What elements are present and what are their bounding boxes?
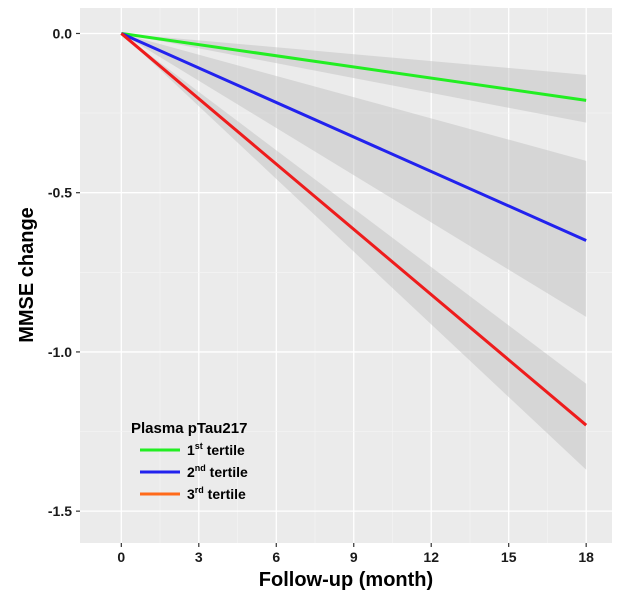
y-axis-ticks: 0.0 -0.5 -1.0 -1.5 [48,25,80,519]
ci-ribbon-3 [121,33,587,470]
confidence-ribbons [121,33,587,470]
ci-ribbon-1 [121,33,587,123]
x-tick-label: 3 [195,549,203,565]
x-tick-label: 9 [350,549,358,565]
y-tick-label: -1.0 [48,344,72,360]
plot-panel [80,8,612,543]
x-tick-label: 12 [423,549,439,565]
y-tick-label: 0.0 [53,25,73,41]
x-tick-label: 0 [117,549,125,565]
y-axis-title: MMSE change [16,207,38,343]
x-axis-ticks: 0 3 6 9 12 15 18 [117,543,594,565]
legend-label-1: 1st tertile [187,441,245,458]
y-tick-label: -1.5 [48,503,72,519]
series-lines [120,31,588,427]
y-tick-label: -0.5 [48,185,72,201]
series-line-1 [121,31,587,102]
series-line-3 [120,32,588,427]
ci-ribbon-2 [121,33,587,317]
x-tick-label: 18 [578,549,594,565]
legend-label-3: 3rd tertile [187,485,246,502]
legend-title: Plasma pTau217 [131,420,247,437]
x-tick-label: 6 [272,549,280,565]
x-tick-label: 15 [501,549,517,565]
legend: Plasma pTau217 1st tertile 2nd tertile 3rd… [131,420,248,502]
x-axis-title: Follow-up (month) [259,569,433,591]
series-line-2 [120,32,587,242]
legend-label-2: 2nd tertile [187,463,248,480]
